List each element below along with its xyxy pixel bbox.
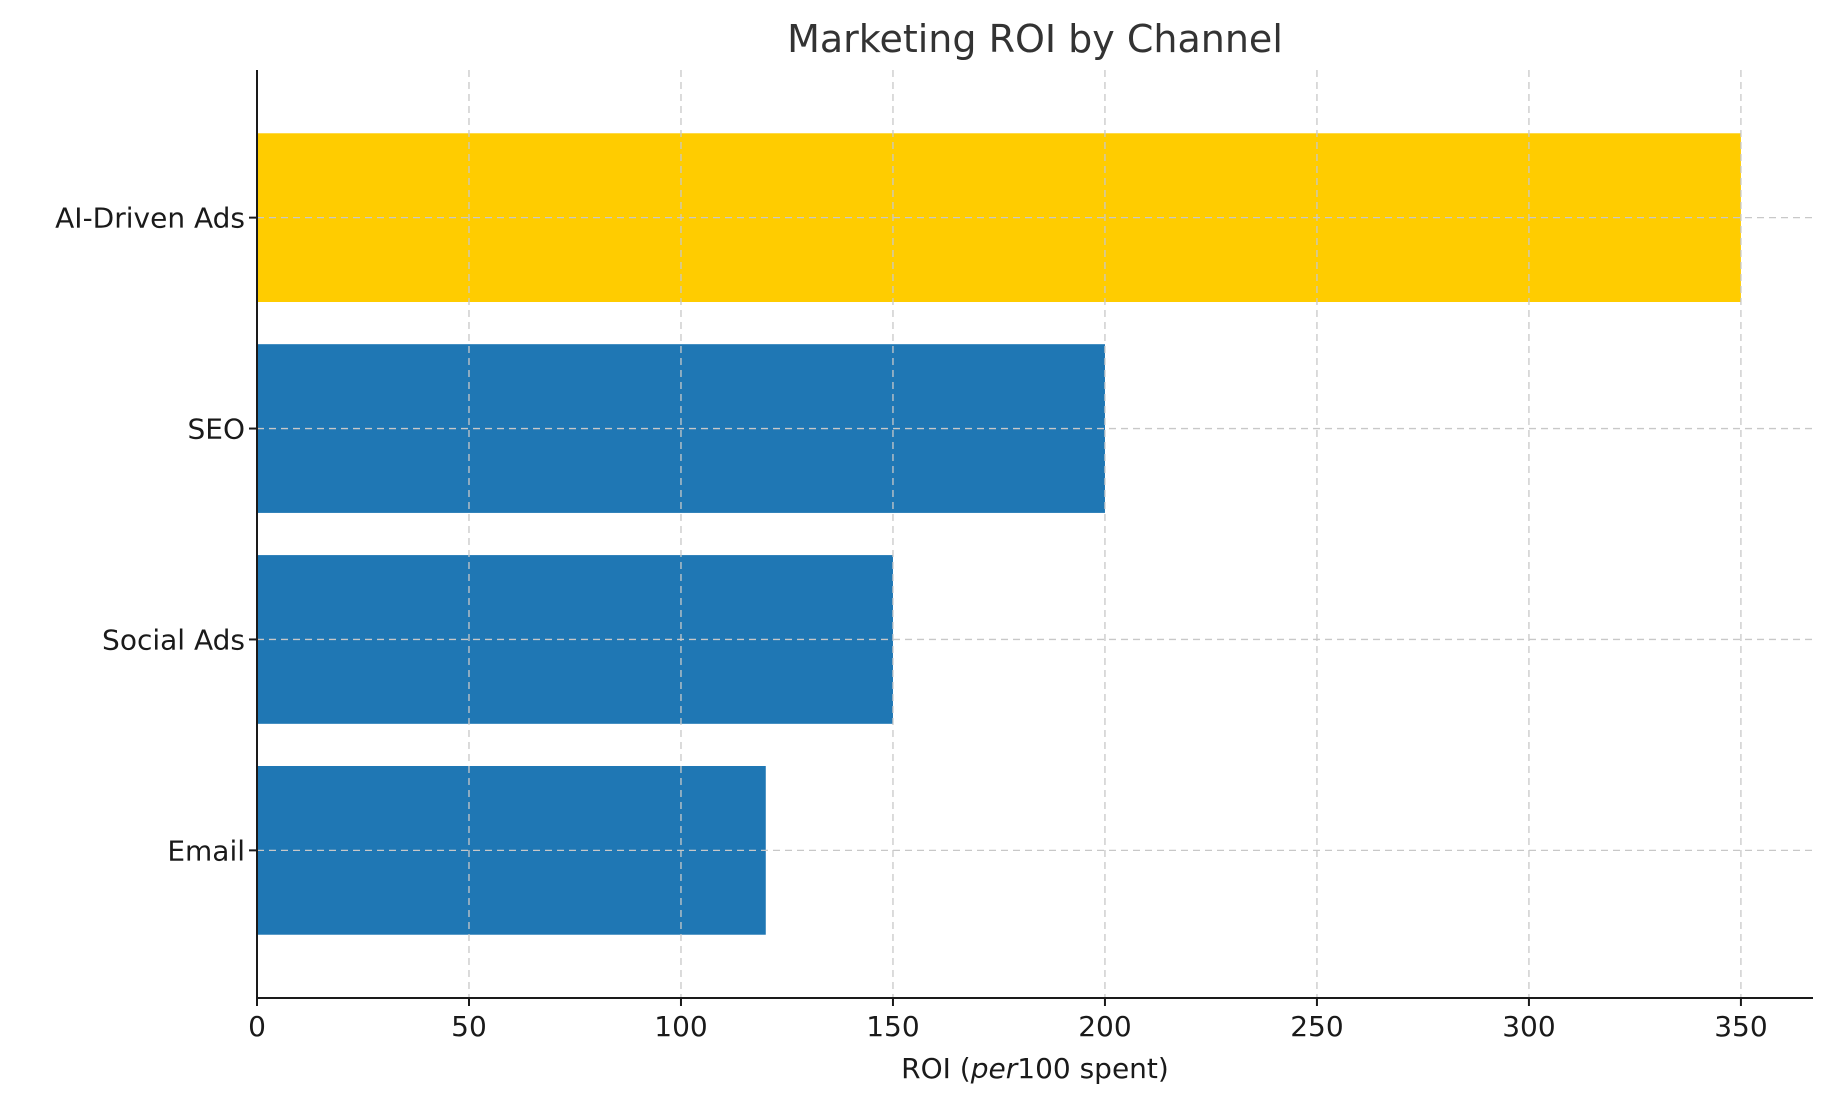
bars (257, 133, 1741, 935)
y-ticks: Email Social Ads SEO AI-Driven Ads (55, 202, 257, 867)
x-tick-label: 0 (248, 1010, 266, 1043)
x-tick-label: 250 (1290, 1010, 1343, 1043)
x-tick-label: 100 (654, 1010, 707, 1043)
y-tick-label: SEO (187, 413, 245, 446)
x-tick-label: 150 (866, 1010, 919, 1043)
x-tick-label: 350 (1714, 1010, 1767, 1043)
x-axis-label: ROI (per100 spent) (901, 1052, 1169, 1085)
x-ticks: 0 50 100 150 200 250 300 350 (248, 998, 1768, 1043)
y-tick-label: Email (167, 834, 245, 867)
x-tick-label: 300 (1502, 1010, 1555, 1043)
axes (256, 70, 1813, 999)
chart-title: Marketing ROI by Channel (787, 17, 1283, 61)
y-tick-label: Social Ads (102, 623, 245, 656)
x-tick-label: 50 (451, 1010, 487, 1043)
y-tick-label: AI-Driven Ads (55, 202, 245, 235)
x-tick-label: 200 (1078, 1010, 1131, 1043)
